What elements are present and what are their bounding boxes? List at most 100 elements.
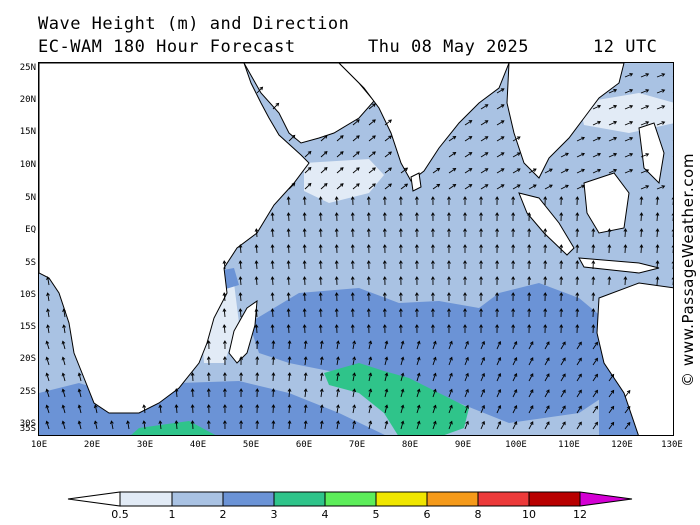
wave-arrow-head [639, 196, 644, 200]
wave-arrow-head [597, 136, 602, 141]
wave-arrow-shaft [336, 135, 344, 142]
wave-arrow-head [339, 167, 344, 171]
wave-arrow-shaft [352, 373, 356, 382]
wave-arrow-head [546, 405, 550, 410]
wave-arrow-shaft [544, 373, 550, 382]
wave-arrow-head [500, 120, 505, 124]
wave-arrow-shaft [624, 228, 626, 238]
wave-arrow-shaft [368, 373, 372, 382]
wave-arrow-head [645, 185, 650, 189]
wave-arrow-shaft [288, 420, 291, 430]
wave-arrow-head [449, 356, 453, 361]
wave-arrow-shaft [46, 389, 50, 398]
wave-arrow-head [562, 405, 566, 410]
wave-arrow-head [626, 421, 631, 426]
wave-arrow-head [463, 308, 467, 312]
wave-arrow-head [543, 244, 548, 248]
wave-arrow-shaft [496, 168, 505, 174]
wave-arrow-shaft [576, 185, 585, 190]
wave-arrow-shaft [432, 421, 437, 430]
wave-arrow-shaft [624, 276, 626, 286]
wave-arrow-head [352, 372, 357, 377]
wave-arrow-head [61, 420, 66, 425]
colorbar-bin-0-5-1 [119, 491, 173, 507]
wave-arrow-shaft [368, 135, 376, 142]
wave-arrow-shaft [255, 324, 258, 334]
wave-arrow-shaft [304, 260, 306, 270]
wave-arrow-shaft [368, 341, 372, 350]
wave-arrow-head [645, 169, 650, 173]
wave-arrow-head [206, 372, 211, 376]
land-sumatra [518, 192, 575, 256]
wave-arrow-shaft [47, 293, 50, 302]
wave-arrow-head [549, 168, 553, 173]
wave-arrow-shaft [656, 196, 659, 206]
wave-arrow-head [597, 104, 602, 109]
wave-arrow-head [607, 228, 612, 232]
wave-arrow-shaft [624, 89, 633, 94]
wave-arrow-head [447, 324, 451, 328]
wave-arrow-head [334, 212, 339, 216]
wave-arrow-head [465, 356, 469, 361]
wave-arrow-head [339, 135, 344, 139]
wave-arrow-head [303, 340, 308, 344]
wave-arrow-head [463, 260, 467, 264]
wave-arrow-shaft [416, 421, 420, 430]
wave-arrow-shaft [496, 357, 501, 366]
wave-arrow-shaft [528, 421, 534, 430]
wave-arrow-head [382, 196, 387, 200]
wave-arrow-shaft [496, 389, 501, 398]
wave-arrow-head [46, 292, 50, 297]
wave-arrow-head [350, 324, 355, 328]
wave-arrow-shaft [496, 136, 505, 142]
lon-label-50e: 50E [242, 440, 260, 450]
wave-arrow-head [45, 356, 50, 361]
wave-arrow-head [372, 103, 376, 107]
wave-arrow-head [286, 196, 291, 200]
wave-arrow-head [575, 260, 580, 264]
wave-arrow-shaft [432, 357, 437, 366]
wave-arrow-head [430, 196, 435, 200]
colorbar-bin-1-2 [171, 491, 224, 507]
wave-arrow-head [356, 183, 360, 187]
wave-arrow-head [287, 356, 292, 360]
wave-arrow-head [495, 244, 500, 248]
wave-arrow-head [513, 357, 518, 361]
wave-arrow-head [336, 388, 340, 393]
wave-arrow-shaft [640, 228, 643, 238]
wave-arrow-head [384, 340, 389, 345]
wave-arrow-shaft [78, 373, 82, 382]
lon-label-110e: 110E [558, 440, 580, 450]
wave-direction-arrows [45, 72, 673, 430]
wave-arrow-shaft [608, 406, 615, 414]
wave-arrow-shaft [384, 389, 388, 398]
wave-arrow-shaft [63, 309, 66, 318]
wave-arrow-head [575, 244, 580, 248]
wave-arrow-head [671, 277, 673, 280]
wave-arrow-shaft [62, 405, 66, 414]
wave-arrow-head [479, 212, 483, 216]
wave-arrow-head [527, 324, 532, 328]
wave-arrow-shaft [592, 358, 598, 366]
wave-arrow-shaft [432, 389, 437, 398]
wave-arrow-head [287, 372, 292, 376]
wave-arrow-head [400, 340, 405, 345]
wave-arrow-head [578, 357, 582, 362]
wave-arrow-head [414, 196, 419, 200]
wave-arrow-head [366, 276, 371, 280]
wave-arrow-shaft [336, 341, 339, 350]
wave-arrow-shaft [464, 357, 469, 366]
wave-arrow-head [594, 357, 598, 362]
wave-arrow-shaft [528, 357, 534, 366]
wave-arrow-shaft [400, 421, 404, 430]
wave-arrow-head [655, 276, 660, 280]
wave-arrow-head [511, 196, 516, 200]
wave-arrow-head [318, 324, 323, 328]
wave-arrow-head [511, 292, 516, 296]
wave-arrow-head [562, 341, 566, 346]
wave-arrow-head [543, 276, 548, 280]
wave-arrow-head [286, 260, 291, 264]
wave-arrow-shaft [464, 405, 469, 414]
wave-arrow-shaft [62, 341, 66, 350]
wave-arrow-head [414, 276, 419, 280]
